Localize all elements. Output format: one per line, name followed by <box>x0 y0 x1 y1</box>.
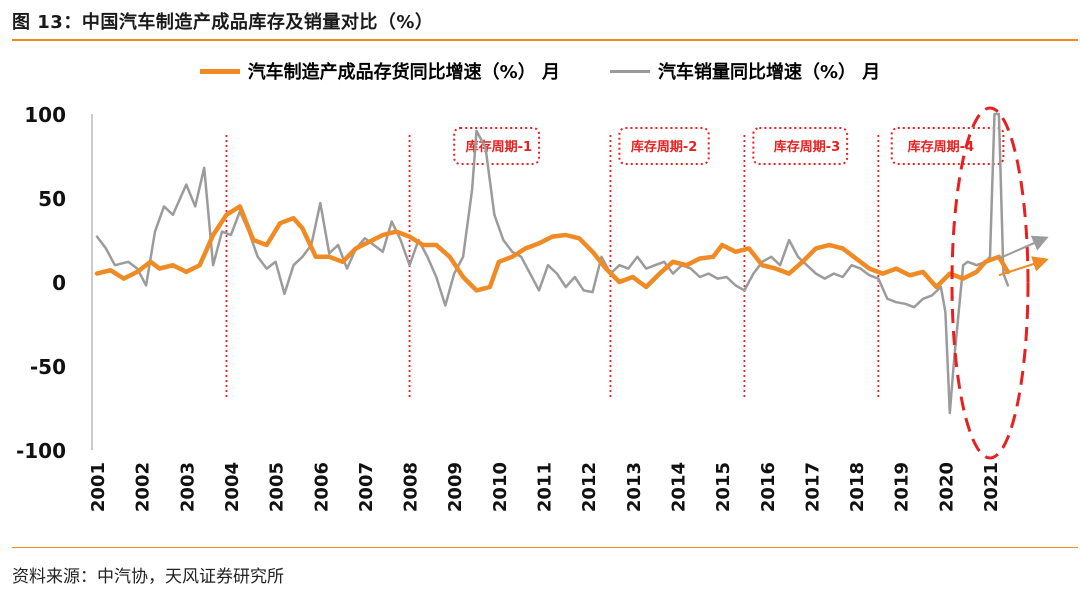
figure-title: 图 13：中国汽车制造产成品库存及销量对比（%） <box>12 12 434 33</box>
x-tick-label: 2001 <box>88 462 109 512</box>
x-tick-label: 2011 <box>535 462 556 512</box>
cycle-label: 库存周期-3 <box>774 139 840 155</box>
cycle-label: 库存周期-2 <box>631 139 697 155</box>
source-note: 资料来源：中汽协，天风证券研究所 <box>12 567 284 587</box>
title-divider <box>12 39 1078 41</box>
x-tick-label: 2006 <box>311 462 332 512</box>
x-tick-label: 2005 <box>267 462 288 512</box>
highlight-ellipse <box>950 106 1030 460</box>
x-tick-label: 2018 <box>847 462 868 512</box>
x-tick-label: 2002 <box>133 462 154 512</box>
legend-swatch-inventory <box>199 68 240 74</box>
trend-arrow-sales <box>998 235 1049 260</box>
cycle-label: 库存周期-4 <box>908 139 974 155</box>
cycle-label-box <box>890 127 1005 165</box>
x-tick-label: 2007 <box>356 462 377 512</box>
footer-divider <box>12 547 1078 548</box>
y-tick-label: -50 <box>30 355 66 379</box>
x-tick-label: 2015 <box>713 462 734 512</box>
legend-item-sales: 汽车销量同比增速（%） 月 <box>610 58 880 84</box>
x-tick-label: 2021 <box>981 462 1002 512</box>
series-line-sales <box>95 112 1010 415</box>
legend-label-inventory: 汽车制造产成品存货同比增速（%） 月 <box>247 62 560 83</box>
x-tick-label: 2012 <box>579 462 600 512</box>
x-tick-label: 2020 <box>936 462 957 512</box>
x-tick-label: 2013 <box>624 462 645 512</box>
x-tick-label: 2019 <box>892 462 913 512</box>
series-line-inventory <box>94 204 1011 293</box>
legend-swatch-sales <box>610 69 650 73</box>
chart-legend: 汽车制造产成品存货同比增速（%） 月 汽车销量同比增速（%） 月 <box>0 58 1080 84</box>
x-tick-label: 2009 <box>445 462 466 512</box>
legend-label-sales: 汽车销量同比增速（%） 月 <box>658 62 881 83</box>
cycle-label-box <box>752 127 849 165</box>
cycle-label-box <box>453 127 541 165</box>
x-tick-label: 2014 <box>668 462 689 512</box>
x-tick-label: 2003 <box>177 462 198 512</box>
x-tick-label: 2016 <box>758 462 779 512</box>
x-tick-label: 2017 <box>802 462 823 512</box>
x-tick-label: 2008 <box>401 462 422 512</box>
y-tick-label: 50 <box>38 187 66 211</box>
legend-item-inventory: 汽车制造产成品存货同比增速（%） 月 <box>199 58 560 84</box>
y-tick-label: 100 <box>24 103 66 127</box>
trend-arrow-inventory <box>998 256 1049 277</box>
y-tick-label: 0 <box>52 271 66 295</box>
x-tick-label: 2004 <box>222 462 243 512</box>
y-tick-label: -100 <box>16 439 66 463</box>
x-tick-label: 2010 <box>490 462 511 512</box>
